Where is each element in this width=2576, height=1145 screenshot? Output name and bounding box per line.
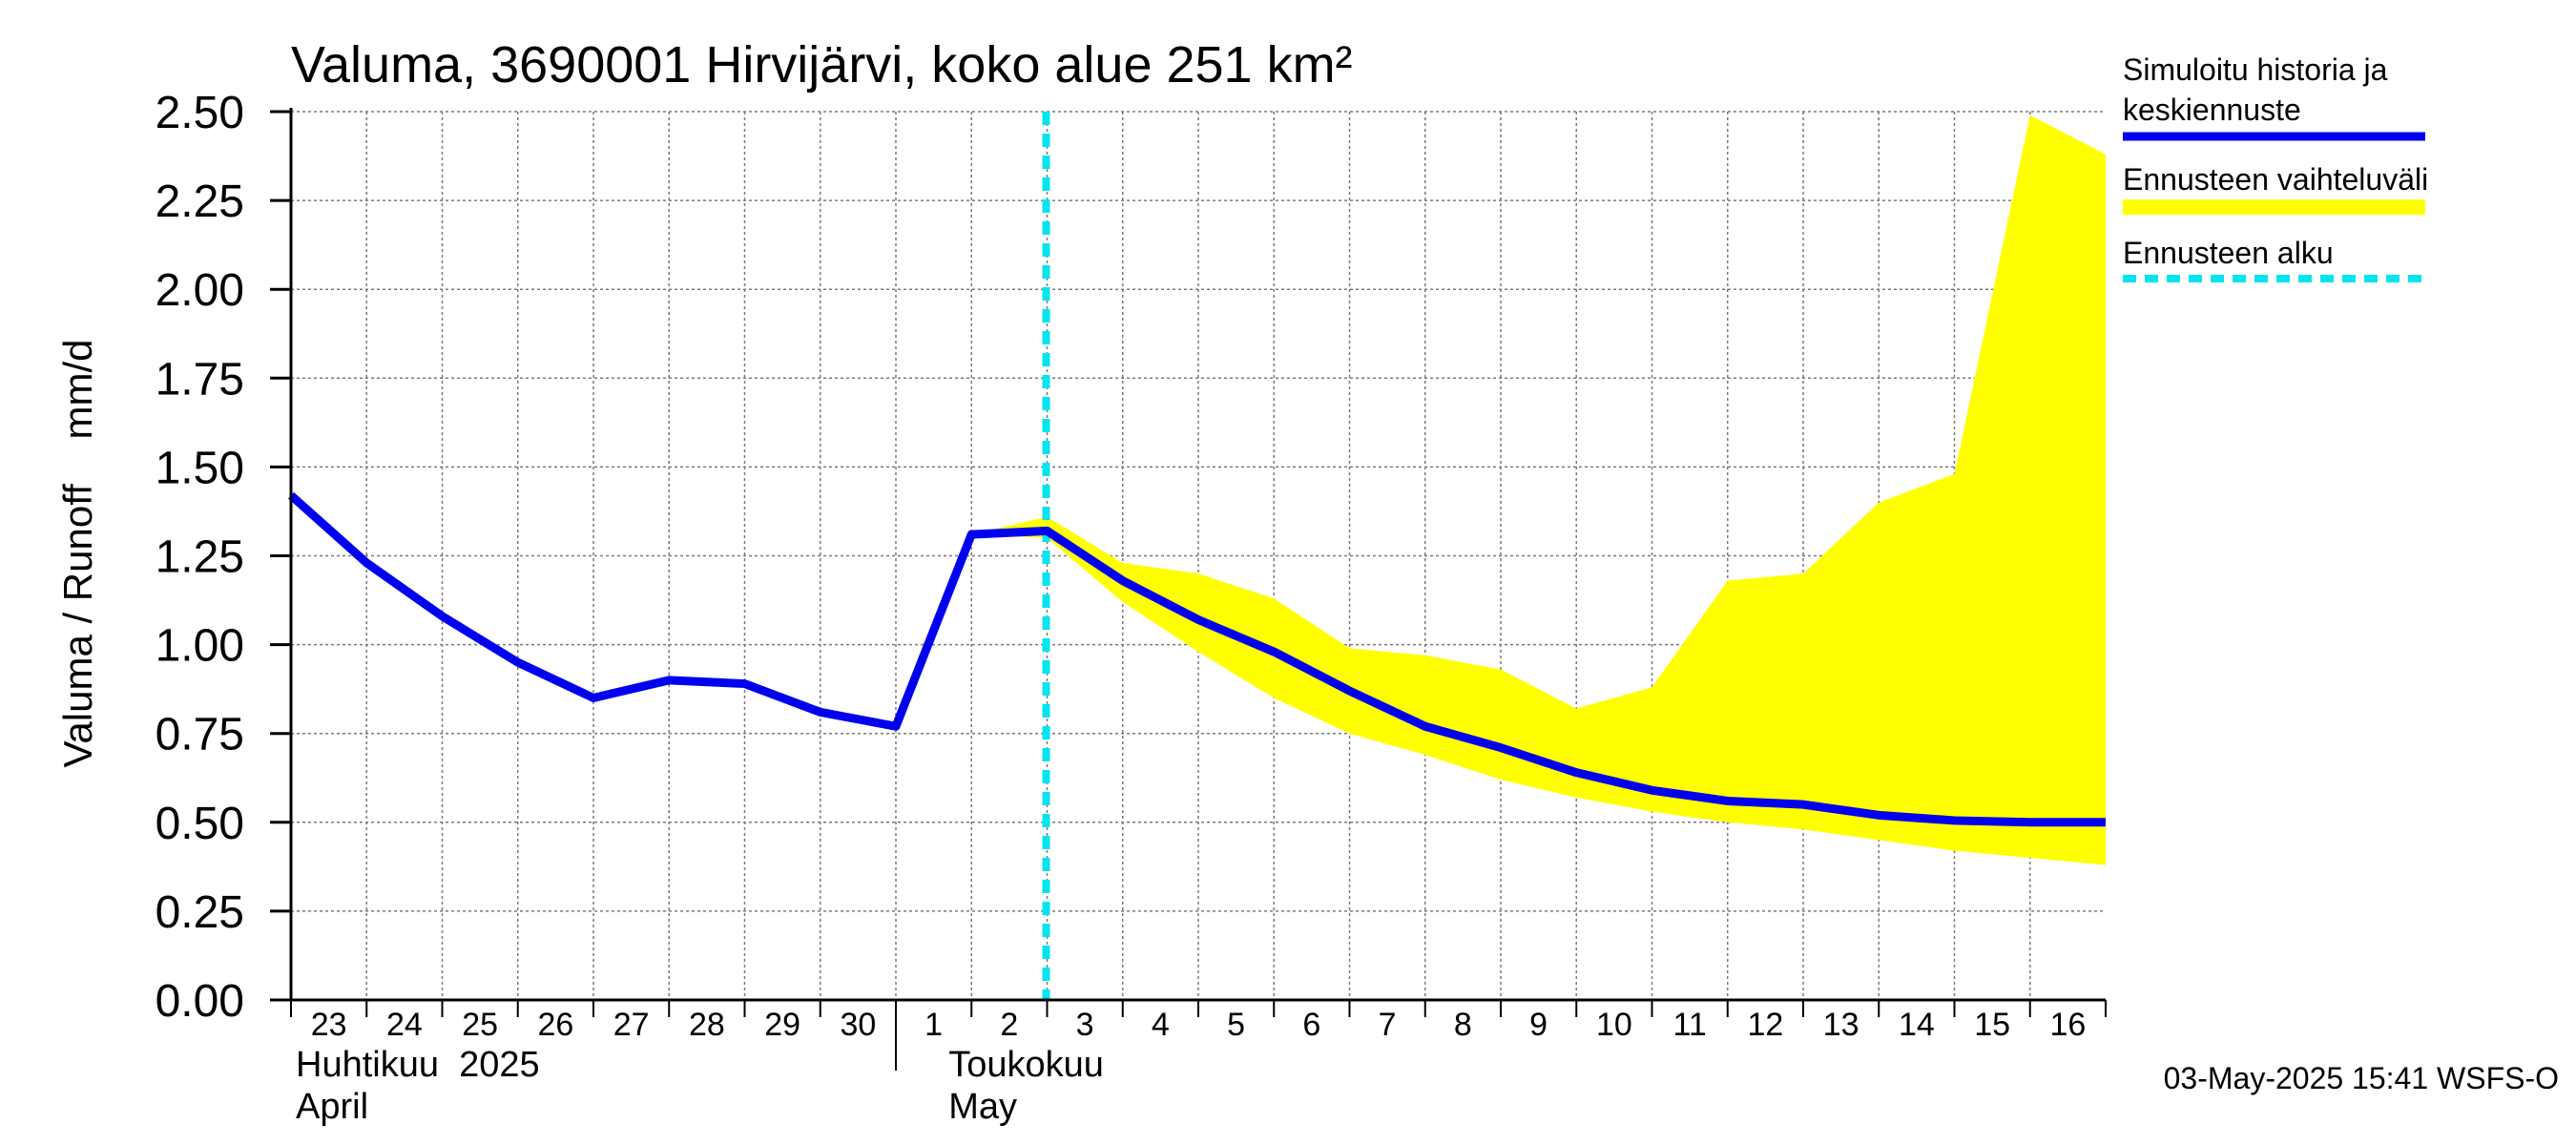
- x-tick-label: 11: [1672, 1007, 1706, 1043]
- y-tick-label: 1.50: [156, 443, 244, 493]
- y-tick-label: 2.50: [156, 88, 244, 138]
- y-tick-label: 1.75: [156, 354, 244, 405]
- month-label-english: April: [296, 1087, 368, 1127]
- chart-title: Valuma, 3690001 Hirvijärvi, koko alue 25…: [291, 36, 1353, 94]
- y-tick-label: 0.50: [156, 799, 244, 849]
- legend-label-history-line1: Simuloitu historia ja: [2123, 52, 2388, 87]
- x-tick-label: 7: [1379, 1007, 1397, 1043]
- x-tick-label: 12: [1747, 1007, 1783, 1043]
- x-tick-label: 23: [311, 1007, 347, 1043]
- y-tick-label: 1.00: [156, 621, 244, 672]
- x-tick-label: 26: [537, 1007, 573, 1043]
- month-label: Huhtikuu 2025: [296, 1045, 540, 1085]
- x-tick-label: 8: [1454, 1007, 1472, 1043]
- legend-label-range: Ennusteen vaihteluväli: [2123, 162, 2428, 197]
- y-tick-label: 2.25: [156, 177, 244, 227]
- x-tick-label: 30: [840, 1007, 876, 1043]
- x-tick-label: 9: [1529, 1007, 1548, 1043]
- y-tick-label: 0.00: [156, 976, 244, 1027]
- footer-timestamp: 03-May-2025 15:41 WSFS-O: [2164, 1061, 2559, 1095]
- x-tick-label: 25: [462, 1007, 498, 1043]
- x-tick-label: 28: [689, 1007, 725, 1043]
- x-tick-label: 4: [1152, 1007, 1170, 1043]
- legend: Simuloitu historia ja keskiennuste Ennus…: [2123, 52, 2428, 282]
- y-tick-label: 0.75: [156, 710, 244, 760]
- y-tick-label: 2.00: [156, 265, 244, 316]
- x-tick-label: 14: [1899, 1007, 1935, 1043]
- x-tick-label: 24: [386, 1007, 423, 1043]
- x-tick-label: 2: [1000, 1007, 1018, 1043]
- forecast-range-band: [971, 114, 2106, 865]
- legend-label-history-line2: keskiennuste: [2123, 93, 2301, 127]
- y-axis-label: Valuma / Runoff mm/d: [55, 340, 100, 768]
- y-tick-label: 1.25: [156, 532, 244, 583]
- legend-label-forecast-start: Ennusteen alku: [2123, 236, 2334, 270]
- plot-area: [288, 111, 2106, 1000]
- axes: 0.00 0.25 0.50 0.75 1.00 1.25 1.50 1.75 2.00 2.25…: [156, 88, 2107, 1127]
- x-tick-label: 3: [1076, 1007, 1094, 1043]
- x-tick-label: 10: [1596, 1007, 1632, 1043]
- x-tick-label: 29: [764, 1007, 800, 1043]
- month-label: Toukokuu: [948, 1045, 1104, 1085]
- series-line-simulated: [288, 491, 2106, 827]
- x-tick-label: 6: [1302, 1007, 1320, 1043]
- x-tick-label: 13: [1823, 1007, 1859, 1043]
- y-tick-label: 0.25: [156, 887, 244, 938]
- x-tick-label: 16: [2049, 1007, 2086, 1043]
- month-label-english: May: [948, 1087, 1017, 1127]
- x-tick-label: 15: [1974, 1007, 2010, 1043]
- x-tick-label: 5: [1227, 1007, 1245, 1043]
- x-tick-label: 27: [613, 1007, 650, 1043]
- x-tick-label: 1: [924, 1007, 943, 1043]
